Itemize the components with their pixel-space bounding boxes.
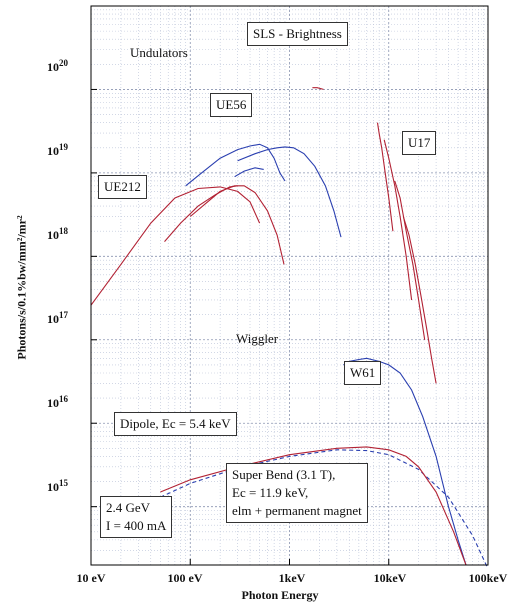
y-tick-label-1e18: 1018 (47, 226, 68, 242)
dipole-label: Dipole, Ec = 5.4 keV (114, 412, 237, 436)
series-line-ue212-b (189, 185, 285, 265)
chart-title-box: SLS - Brightness (247, 22, 348, 46)
series-line-ue56-b (237, 146, 342, 238)
series-line-u17-c (394, 180, 426, 340)
series-line-u17-d (402, 216, 437, 384)
x-tick-label-1kev: 1keV (278, 571, 306, 585)
series-line-u17-top (312, 87, 324, 90)
y-tick-label-1e20: 1020 (47, 58, 68, 74)
machine-energy: 2.4 GeV (106, 500, 151, 515)
ue56-label: UE56 (210, 93, 253, 117)
y-tick-label-1e15: 1015 (47, 478, 68, 494)
w61-label: W61 (344, 361, 382, 385)
machine-current: I = 400 mA (106, 518, 167, 533)
machine-params-label: 2.4 GeV I = 400 mA (100, 496, 173, 538)
series-line-ue56-c (234, 167, 264, 178)
series-line-dipole (160, 449, 489, 570)
x-axis-title: Photon Energy (241, 588, 319, 602)
series-line-ue212-a (90, 186, 261, 306)
y-tick-label-1e17: 1017 (47, 310, 68, 326)
superbend-line-3: elm + permanent magnet (232, 503, 362, 518)
y-tick-label-1e19: 1019 (47, 142, 68, 158)
undulators-label: Undulators (130, 45, 188, 60)
y-tick-label-1e16: 1016 (47, 394, 68, 410)
x-tick-label-10ev: 10 eV (76, 571, 106, 585)
series-line-u17-b (383, 139, 413, 301)
x-tick-label-100kev: 100keV (468, 571, 508, 585)
superbend-line-2: Ec = 11.9 keV, (232, 485, 309, 500)
wiggler-label: Wiggler (236, 331, 279, 346)
x-tick-label-10kev: 10keV (373, 571, 407, 585)
superbend-label: Super Bend (3.1 T), Ec = 11.9 keV, elm +… (226, 463, 368, 523)
series-line-ue212-c (164, 185, 238, 242)
series-line-ue56-a (185, 143, 286, 187)
series-layer (90, 87, 489, 570)
series-line-w61 (343, 357, 467, 566)
ue212-label: UE212 (98, 175, 147, 199)
superbend-line-1: Super Bend (3.1 T), (232, 467, 336, 482)
y-axis-title: Photons/s/0.1%bw/mm²/mr² (14, 215, 29, 360)
u17-label: U17 (402, 131, 437, 155)
series-line-u17-a (376, 122, 394, 232)
x-tick-label-100ev: 100 eV (167, 571, 203, 585)
plot-frame (90, 5, 489, 566)
